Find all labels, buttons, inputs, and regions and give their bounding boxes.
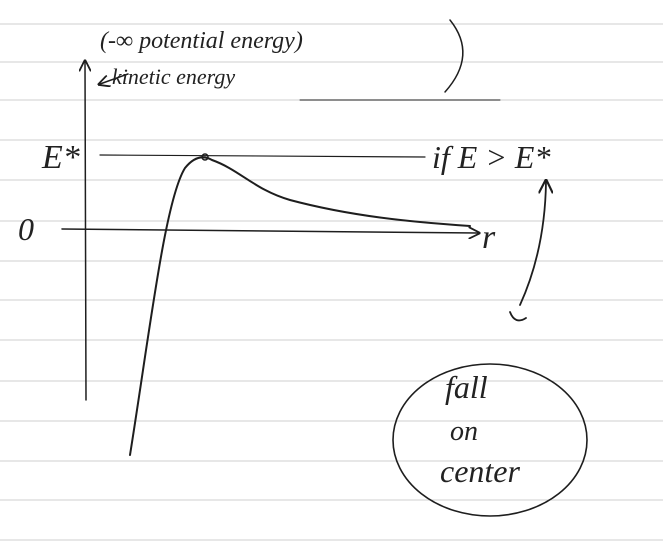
kinetic-annotation: kinetic energy: [112, 64, 235, 89]
page: (-∞ potential energy) kinetic energy 0 r…: [0, 0, 663, 550]
outcome-text: fall: [445, 369, 488, 405]
condition-label: if E > E*: [432, 139, 550, 175]
outcome-text: center: [440, 453, 521, 489]
bracket: [445, 20, 463, 92]
link-arrow: [520, 182, 546, 305]
paper-rules: [0, 24, 663, 540]
link-arrow-tail: [510, 312, 526, 320]
outcome-circle: [393, 364, 587, 516]
x-axis: [62, 229, 478, 233]
potential-curve: [130, 157, 470, 455]
outcome-text: on: [450, 416, 478, 447]
r-label: r: [482, 219, 496, 256]
energy-level-line: [100, 155, 425, 157]
energy-level-label: E*: [41, 139, 80, 176]
y-axis: [85, 62, 86, 400]
potential-annotation: (-∞ potential energy): [100, 28, 303, 54]
zero-label: 0: [18, 211, 34, 247]
